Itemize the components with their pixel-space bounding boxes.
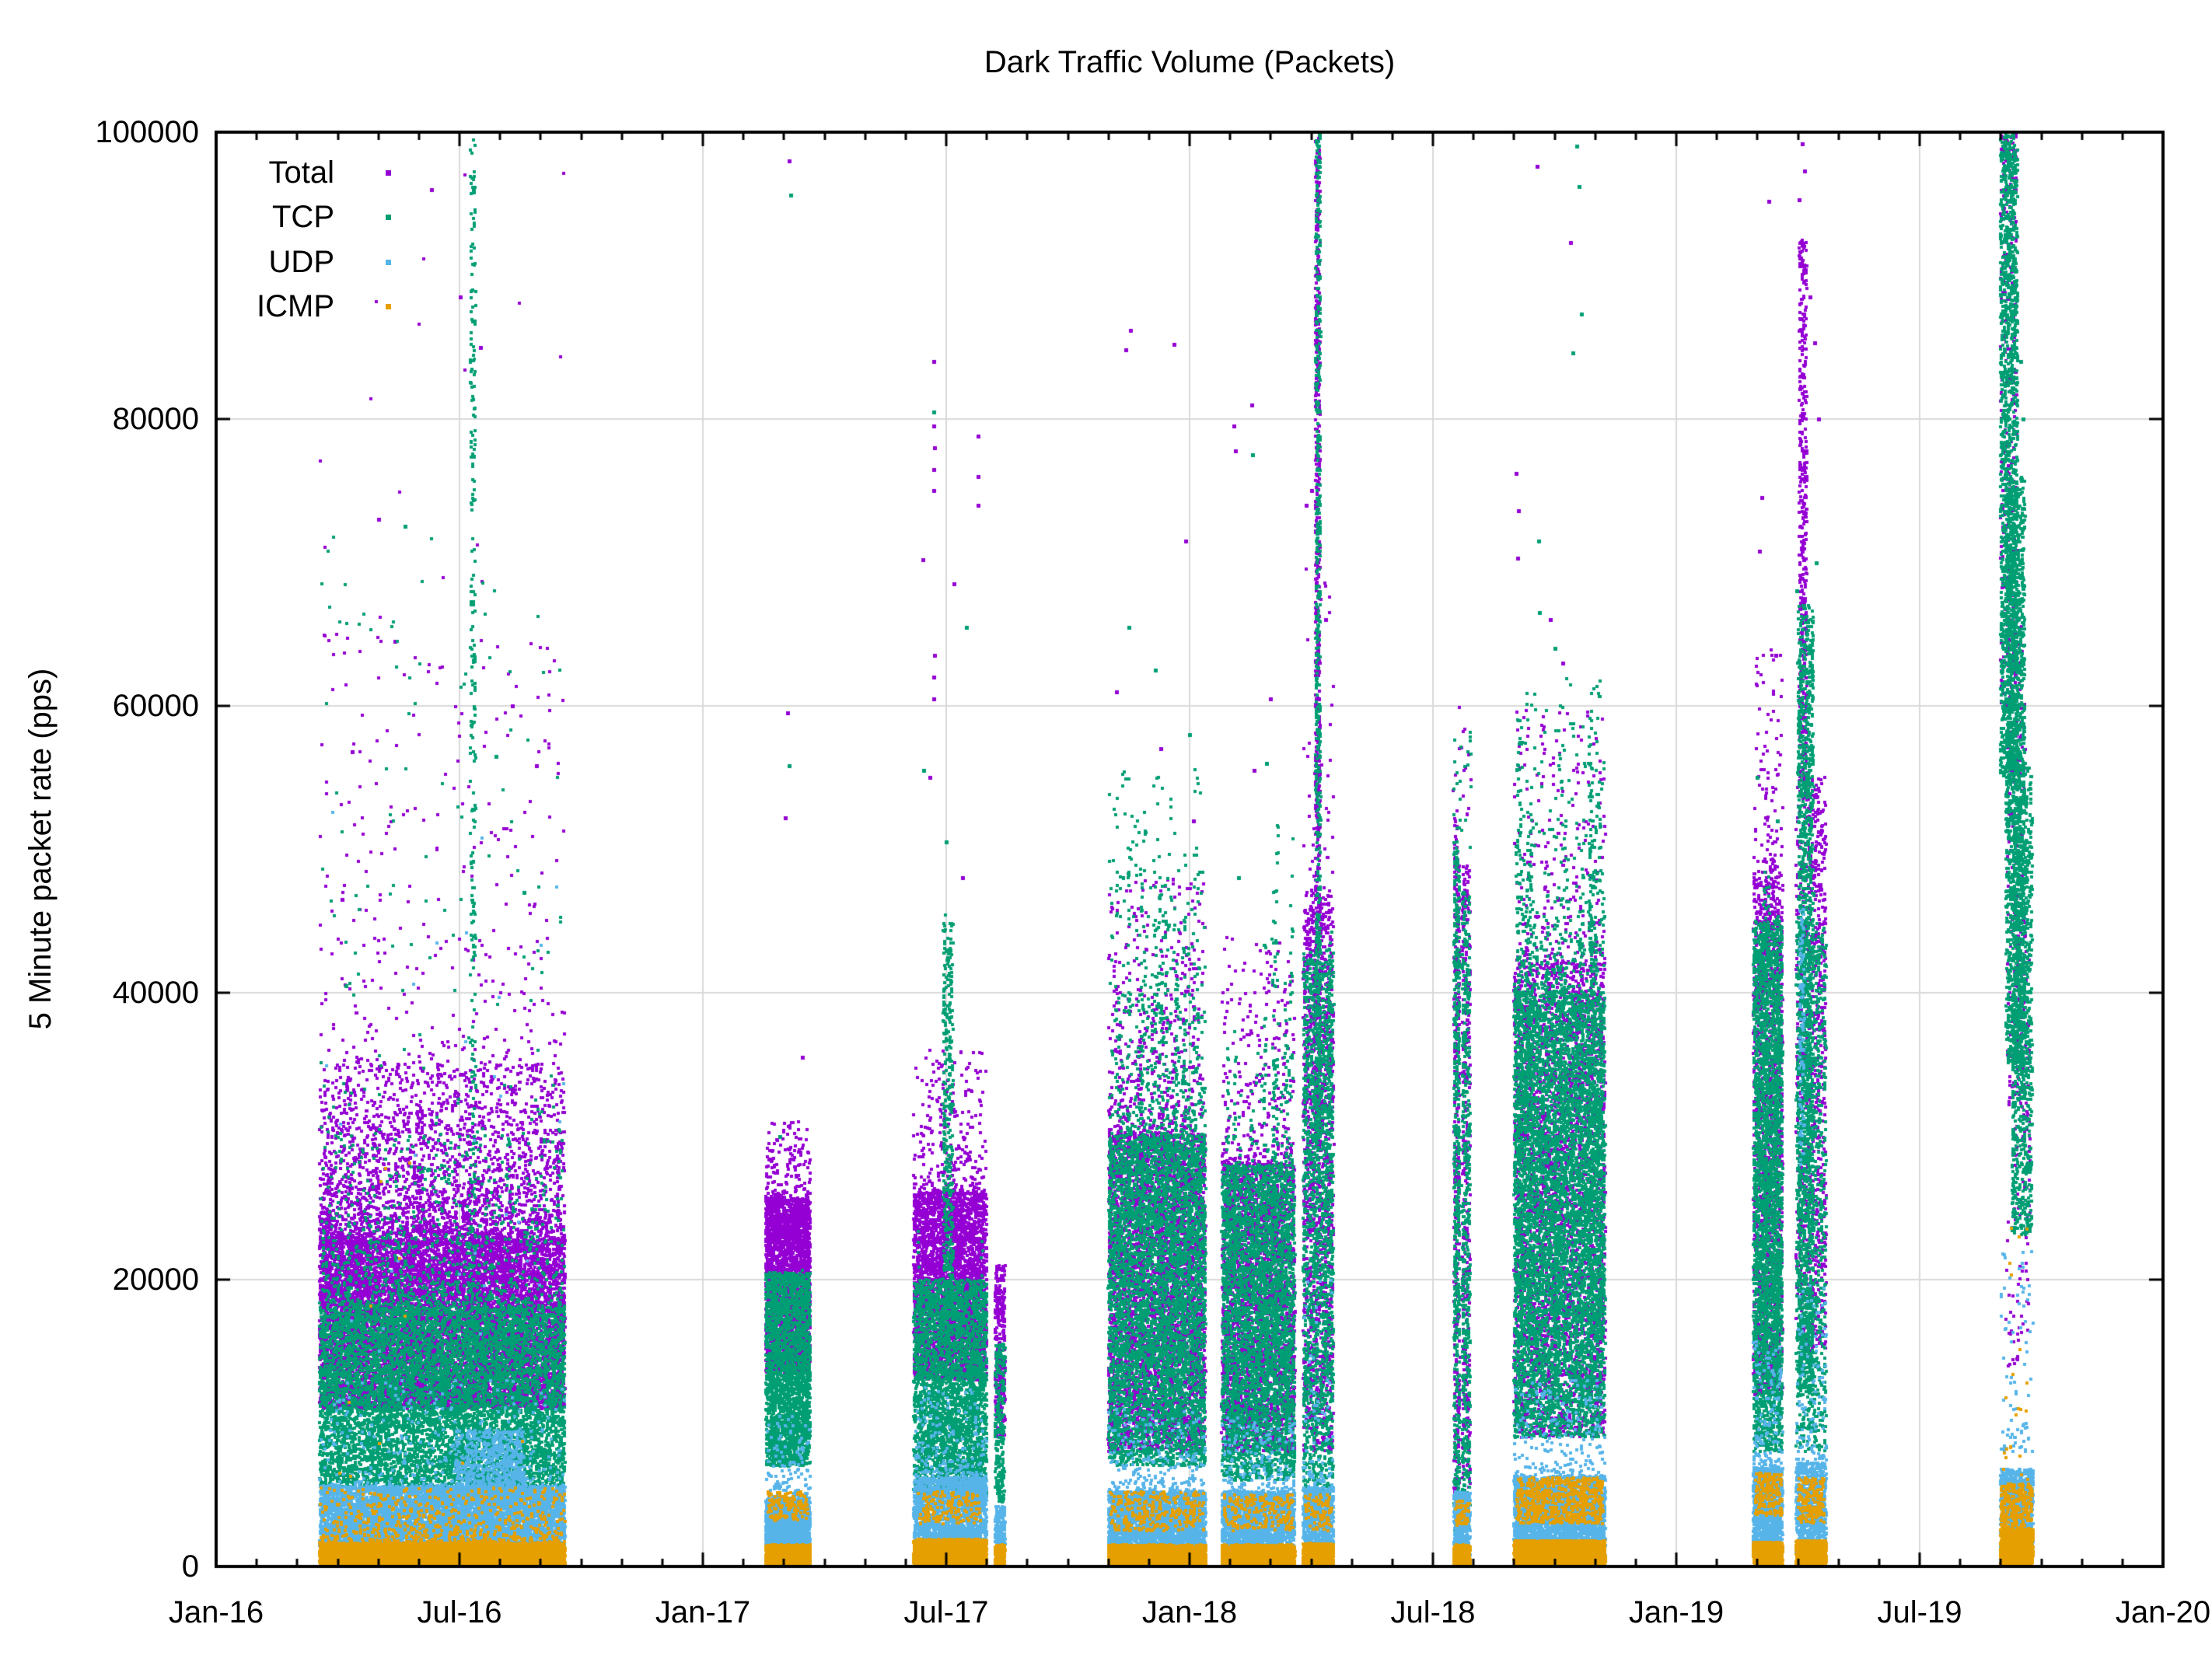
x-tick-label: Jan-18 — [1141, 1595, 1238, 1629]
chart-title: Dark Traffic Volume (Packets) — [984, 45, 1396, 79]
legend-label-tcp: TCP — [272, 200, 334, 234]
x-tick-label: Jul-18 — [1390, 1595, 1476, 1629]
y-tick-label: 40000 — [112, 976, 199, 1010]
legend-marker-total — [386, 170, 391, 176]
x-tick-label: Jan-19 — [1628, 1595, 1725, 1629]
legend-label-icmp: ICMP — [257, 289, 334, 323]
legend-label-udp: UDP — [268, 245, 334, 279]
x-tick-label: Jul-19 — [1877, 1595, 1962, 1629]
y-tick-label: 100000 — [95, 115, 199, 149]
x-tick-label: Jan-16 — [168, 1595, 264, 1629]
x-tick-label: Jul-17 — [903, 1595, 989, 1629]
legend-marker-icmp — [386, 304, 391, 309]
legend-label-total: Total — [268, 155, 335, 190]
legend-marker-udp — [386, 260, 391, 265]
y-tick-label: 0 — [181, 1549, 199, 1584]
y-tick-label: 80000 — [112, 402, 199, 436]
x-tick-label: Jan-20 — [2115, 1595, 2211, 1629]
y-axis-label: 5 Minute packet rate (pps) — [23, 668, 58, 1030]
y-tick-label: 20000 — [112, 1263, 199, 1297]
x-tick-label: Jan-17 — [655, 1595, 751, 1629]
y-tick-label: 60000 — [112, 689, 199, 723]
legend-marker-tcp — [386, 215, 391, 220]
x-tick-label: Jul-16 — [417, 1595, 502, 1629]
